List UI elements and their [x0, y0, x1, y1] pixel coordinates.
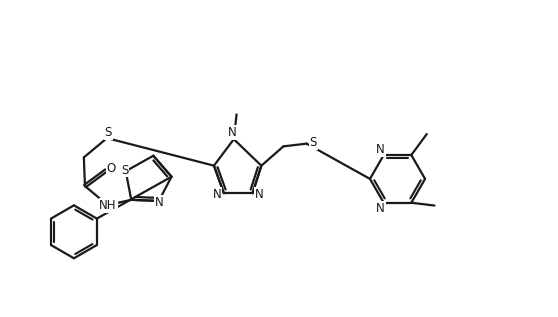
Text: N: N — [376, 143, 385, 156]
Text: N: N — [255, 188, 263, 201]
Text: NH: NH — [99, 199, 117, 212]
Text: N: N — [155, 196, 163, 209]
Text: N: N — [228, 126, 237, 139]
Text: N: N — [213, 188, 222, 201]
Text: S: S — [104, 126, 112, 139]
Text: S: S — [310, 136, 317, 149]
Text: N: N — [376, 202, 385, 215]
Text: S: S — [121, 164, 128, 177]
Text: O: O — [107, 162, 116, 175]
